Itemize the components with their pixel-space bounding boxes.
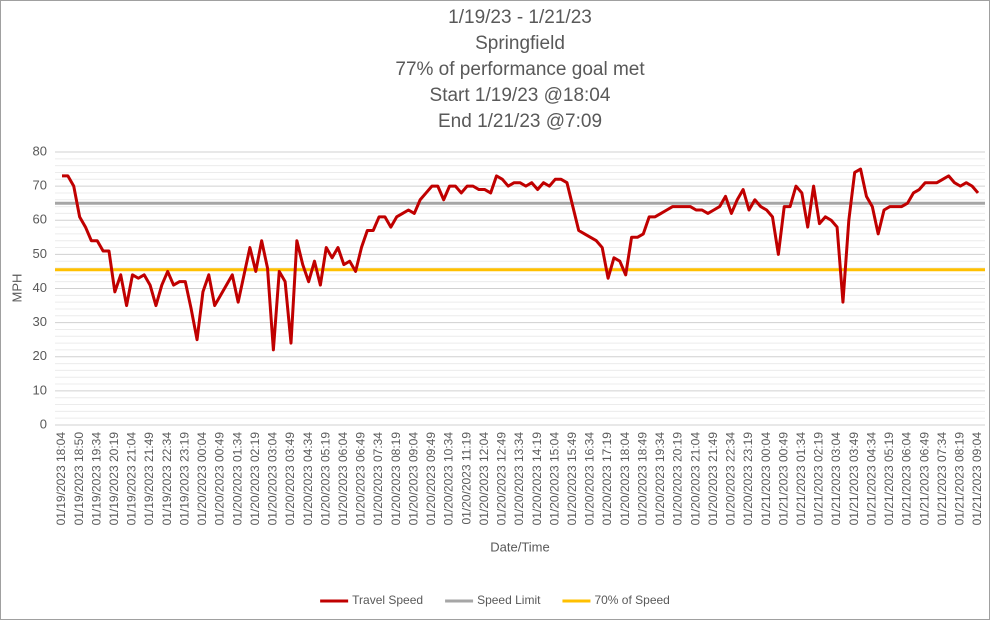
legend-label: 70% of Speed xyxy=(594,593,669,607)
x-tick-label: 01/19/2023 19:34 xyxy=(89,432,103,526)
x-tick-label: 01/20/2023 03:04 xyxy=(266,432,280,526)
x-tick-label: 01/20/2023 09:04 xyxy=(406,432,420,526)
x-tick-label: 01/21/2023 04:34 xyxy=(864,432,878,526)
x-tick-label: 01/20/2023 17:19 xyxy=(600,432,614,526)
x-tick-label: 01/20/2023 12:49 xyxy=(495,432,509,526)
y-tick-label: 30 xyxy=(33,314,47,329)
x-axis-label: Date/Time xyxy=(490,539,549,554)
x-tick-label: 01/20/2023 15:04 xyxy=(547,432,561,526)
x-tick-label: 01/20/2023 10:34 xyxy=(442,432,456,526)
x-tick-label: 01/20/2023 01:34 xyxy=(230,432,244,526)
x-tick-label: 01/20/2023 18:49 xyxy=(635,432,649,526)
chart-title: 1/19/23 - 1/21/23 xyxy=(448,7,592,28)
x-tick-label: 01/20/2023 06:49 xyxy=(354,432,368,526)
y-tick-label: 80 xyxy=(33,143,47,158)
chart-title: End 1/21/23 @7:09 xyxy=(438,111,602,132)
x-tick-label: 01/19/2023 22:34 xyxy=(160,432,174,526)
x-tick-label: 01/19/2023 23:19 xyxy=(177,432,191,526)
x-tick-label: 01/21/2023 09:04 xyxy=(970,432,984,526)
x-tick-label: 01/21/2023 03:04 xyxy=(829,432,843,526)
x-tick-label: 01/21/2023 06:49 xyxy=(917,432,931,526)
y-axis-label: MPH xyxy=(9,274,24,303)
y-tick-label: 40 xyxy=(33,280,47,295)
x-tick-label: 01/20/2023 08:19 xyxy=(389,432,403,526)
series-line xyxy=(62,167,980,352)
x-tick-label: 01/20/2023 03:49 xyxy=(283,432,297,526)
x-tick-label: 01/21/2023 00:49 xyxy=(776,432,790,526)
x-tick-label: 01/19/2023 18:04 xyxy=(54,432,68,526)
x-tick-label: 01/20/2023 18:04 xyxy=(618,432,632,526)
x-tick-label: 01/21/2023 02:19 xyxy=(812,432,826,526)
x-tick-label: 01/21/2023 03:49 xyxy=(847,432,861,526)
x-tick-label: 01/21/2023 06:04 xyxy=(900,432,914,526)
x-tick-label: 01/20/2023 00:49 xyxy=(213,432,227,526)
x-tick-label: 01/19/2023 21:49 xyxy=(142,432,156,526)
x-tick-label: 01/21/2023 05:19 xyxy=(882,432,896,526)
chart-title: Start 1/19/23 @18:04 xyxy=(430,85,611,106)
x-tick-label: 01/20/2023 02:19 xyxy=(248,432,262,526)
x-tick-label: 01/20/2023 04:34 xyxy=(301,432,315,526)
x-tick-label: 01/20/2023 07:34 xyxy=(371,432,385,526)
x-tick-label: 01/19/2023 21:04 xyxy=(125,432,139,526)
x-tick-label: 01/20/2023 11:19 xyxy=(459,432,473,525)
x-tick-label: 01/20/2023 06:04 xyxy=(336,432,350,526)
x-tick-label: 01/20/2023 19:34 xyxy=(653,432,667,526)
x-tick-label: 01/19/2023 18:50 xyxy=(72,432,86,526)
x-tick-label: 01/21/2023 07:34 xyxy=(935,432,949,526)
y-tick-label: 0 xyxy=(40,416,47,431)
x-tick-label: 01/20/2023 15:49 xyxy=(565,432,579,526)
legend-label: Travel Speed xyxy=(352,593,423,607)
chart-title: 77% of performance goal met xyxy=(395,59,645,80)
y-tick-label: 50 xyxy=(33,246,47,261)
legend-label: Speed Limit xyxy=(477,593,541,607)
y-tick-label: 20 xyxy=(33,348,47,363)
x-tick-label: 01/20/2023 16:34 xyxy=(583,432,597,526)
chart-title: Springfield xyxy=(475,33,565,54)
y-tick-label: 10 xyxy=(33,382,47,397)
x-tick-label: 01/20/2023 05:19 xyxy=(318,432,332,526)
y-tick-label: 70 xyxy=(33,178,47,193)
x-tick-label: 01/20/2023 13:34 xyxy=(512,432,526,526)
x-tick-label: 01/20/2023 20:19 xyxy=(671,432,685,526)
x-tick-label: 01/20/2023 22:34 xyxy=(724,432,738,526)
x-tick-label: 01/20/2023 21:04 xyxy=(688,432,702,526)
x-tick-label: 01/21/2023 01:34 xyxy=(794,432,808,526)
y-tick-label: 60 xyxy=(33,212,47,227)
x-tick-label: 01/20/2023 12:04 xyxy=(477,432,491,526)
x-tick-label: 01/21/2023 08:19 xyxy=(953,432,967,526)
x-tick-label: 01/20/2023 00:04 xyxy=(195,432,209,526)
x-tick-label: 01/20/2023 09:49 xyxy=(424,432,438,526)
x-tick-label: 01/20/2023 21:49 xyxy=(706,432,720,526)
x-tick-label: 01/21/2023 00:04 xyxy=(759,432,773,526)
x-tick-label: 01/20/2023 14:19 xyxy=(530,432,544,526)
x-tick-label: 01/19/2023 20:19 xyxy=(107,432,121,526)
x-tick-label: 01/20/2023 23:19 xyxy=(741,432,755,526)
